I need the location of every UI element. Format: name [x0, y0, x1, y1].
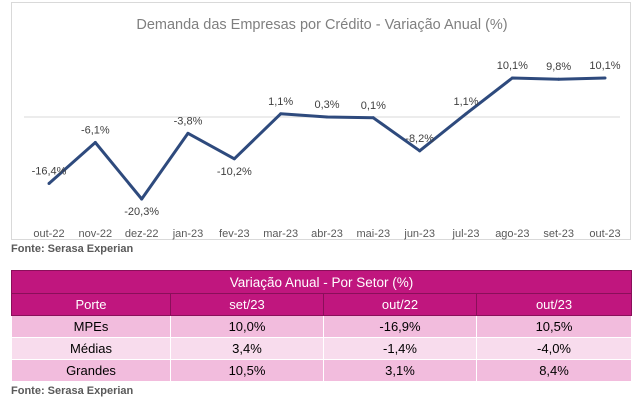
- cell-value: 8,4%: [475, 359, 633, 382]
- x-tick-label: dez-22: [125, 228, 159, 240]
- header-out23: out/23: [475, 293, 633, 316]
- cell-value: 10,0%: [170, 315, 324, 338]
- cell-value: 3,4%: [170, 337, 324, 360]
- data-label: -8,2%: [405, 133, 434, 145]
- x-tick-label: mai-23: [357, 228, 391, 240]
- table-row: Médias 3,4% -1,4% -4,0%: [11, 337, 633, 360]
- series-line: [48, 76, 606, 201]
- data-label: 1,1%: [453, 96, 478, 108]
- header-set23: set/23: [170, 293, 324, 316]
- x-tick-label: out-22: [33, 228, 64, 240]
- table-row: Grandes 10,5% 3,1% 8,4%: [11, 359, 633, 382]
- data-point: [279, 112, 283, 116]
- x-tick-label: nov-22: [79, 228, 113, 240]
- data-label: -3,8%: [174, 115, 203, 127]
- x-tick-label: jan-23: [172, 228, 204, 240]
- data-label: 10,1%: [497, 60, 528, 72]
- header-porte: Porte: [11, 293, 171, 316]
- x-tick-label: jun-23: [403, 228, 435, 240]
- data-point: [325, 115, 329, 119]
- line-chart: Demanda das Empresas por Crédito - Varia…: [11, 2, 631, 240]
- cell-value: -1,4%: [323, 337, 477, 360]
- x-tick-label: jul-23: [452, 228, 480, 240]
- header-out22: out/22: [323, 293, 477, 316]
- cell-porte: MPEs: [11, 315, 171, 338]
- data-point: [557, 77, 561, 81]
- data-point: [47, 181, 51, 185]
- data-label: -6,1%: [81, 124, 110, 136]
- cell-value: -4,0%: [475, 337, 633, 360]
- table-title: Variação Anual - Por Setor (%): [10, 270, 633, 294]
- data-point: [464, 112, 468, 116]
- data-point: [418, 149, 422, 153]
- x-tick-label: ago-23: [495, 228, 529, 240]
- chart-svg: Demanda das Empresas por Crédito - Varia…: [24, 17, 621, 240]
- data-point: [140, 197, 144, 201]
- data-label: 9,8%: [546, 61, 571, 73]
- data-label: -20,3%: [124, 206, 159, 218]
- cell-value: 10,5%: [475, 315, 633, 338]
- data-point: [603, 76, 607, 80]
- data-label: 1,1%: [268, 96, 293, 108]
- data-point: [232, 157, 236, 161]
- data-label: 10,1%: [589, 60, 620, 72]
- cell-porte: Grandes: [11, 359, 171, 382]
- chart-source: Fonte: Serasa Experian: [11, 243, 134, 255]
- sector-table: Variação Anual - Por Setor (%) Porte set…: [10, 270, 633, 382]
- table-row: MPEs 10,0% -16,9% 10,5%: [11, 315, 633, 338]
- x-tick-label: mar-23: [263, 228, 298, 240]
- x-tick-label: fev-23: [219, 228, 250, 240]
- data-label: 0,3%: [314, 99, 339, 111]
- data-label: -16,4%: [32, 165, 67, 177]
- data-point: [93, 140, 97, 144]
- data-label: -10,2%: [217, 166, 252, 178]
- x-tick-label: set-23: [543, 228, 574, 240]
- data-point: [186, 131, 190, 135]
- data-point: [510, 76, 514, 80]
- cell-value: 3,1%: [323, 359, 477, 382]
- data-point: [371, 116, 375, 120]
- data-label: 0,1%: [361, 100, 386, 112]
- table-source: Fonte: Serasa Experian: [11, 385, 134, 397]
- x-tick-label: abr-23: [311, 228, 343, 240]
- cell-porte: Médias: [11, 337, 171, 360]
- chart-title: Demanda das Empresas por Crédito - Varia…: [136, 17, 507, 33]
- x-tick-label: out-23: [589, 228, 620, 240]
- cell-value: 10,5%: [170, 359, 324, 382]
- cell-value: -16,9%: [323, 315, 477, 338]
